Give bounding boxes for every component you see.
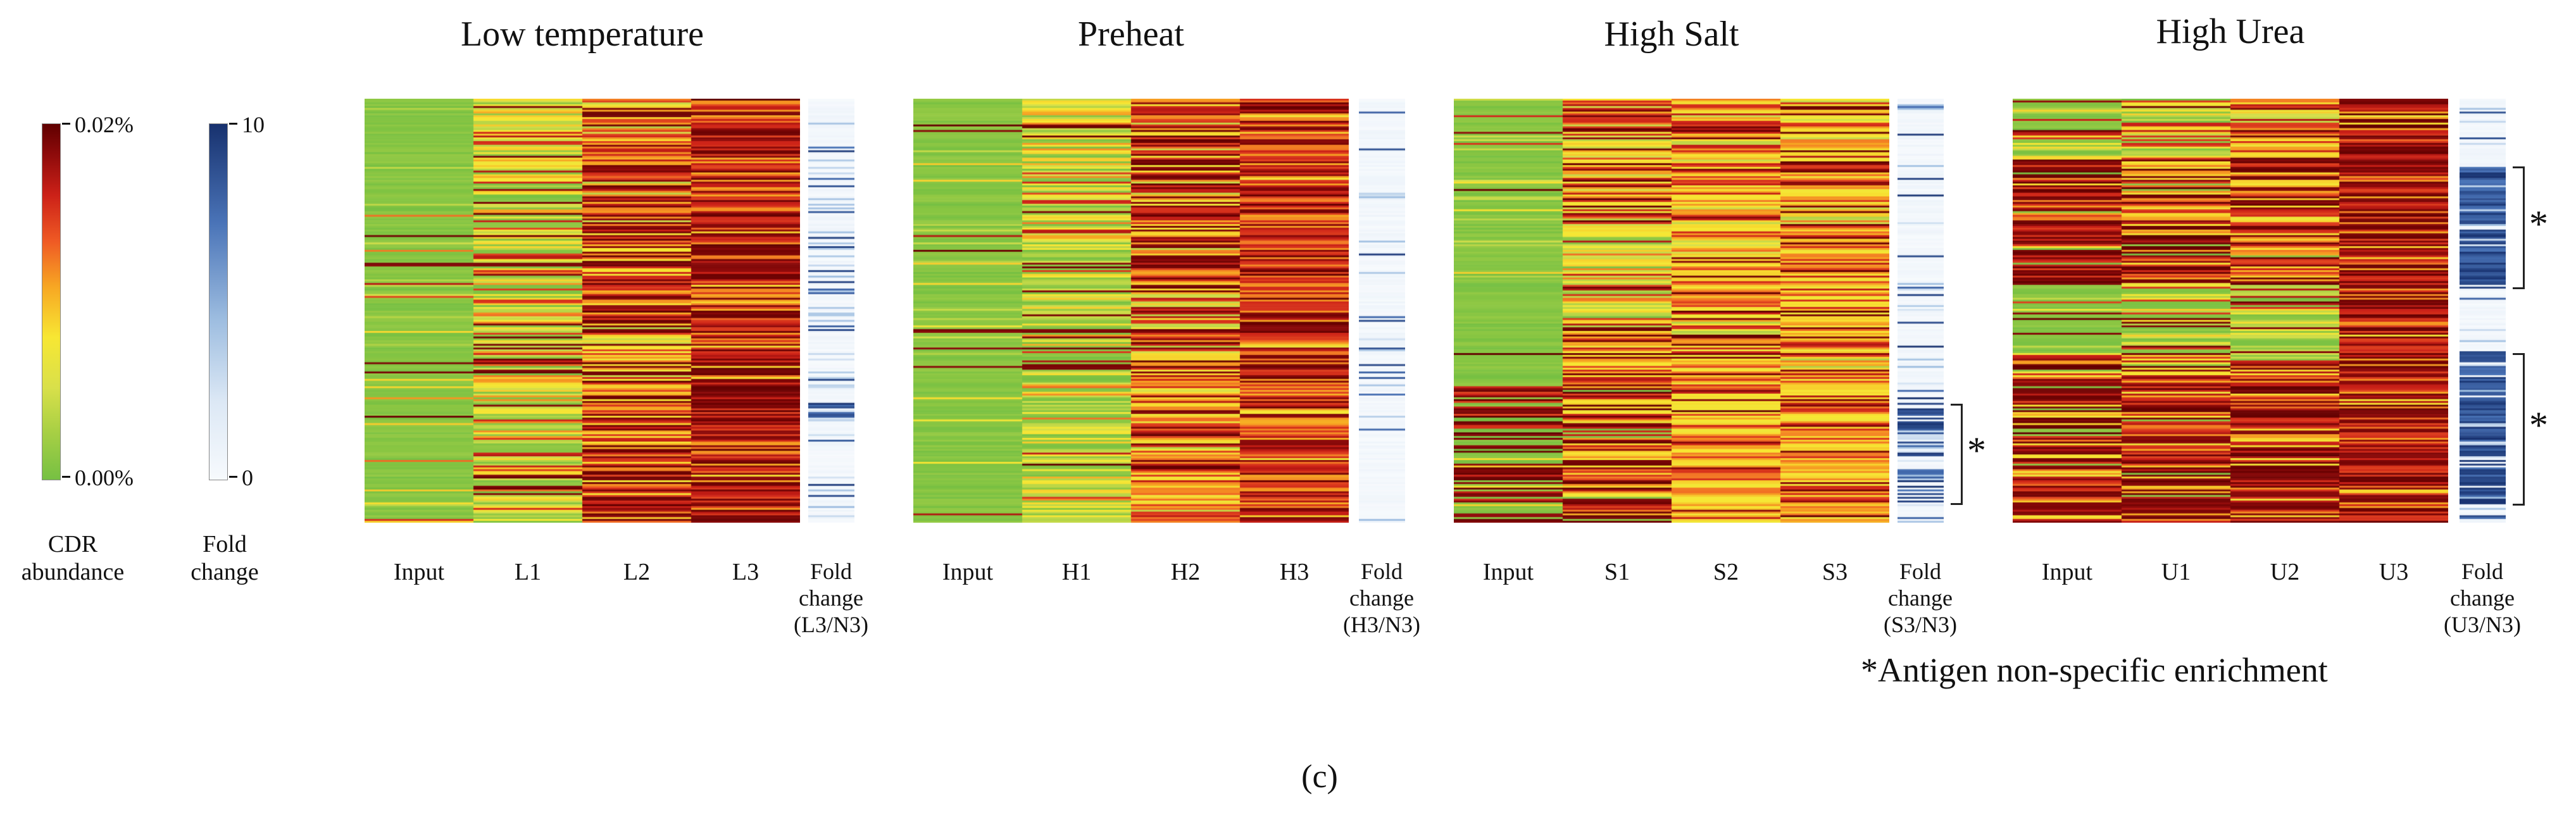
heatmap-low-temperature-body <box>365 99 800 523</box>
column-label-s1: S1 <box>1604 559 1630 585</box>
column-label-input: Input <box>393 559 445 585</box>
fold-change-label-h3n3: Fold change (H3/N3) <box>1343 559 1420 637</box>
column-label-h1: H1 <box>1061 559 1092 585</box>
panel-title-high-urea: High Urea <box>2156 12 2305 51</box>
cdr-max-label: 0.02% <box>75 112 134 137</box>
column-label-l3: L3 <box>732 559 760 585</box>
column-label-input: Input <box>942 559 994 585</box>
column-label-u3: U3 <box>2379 559 2409 585</box>
panel-title-preheat: Preheat <box>1078 15 1184 54</box>
figure-caption-c: (c) <box>1301 759 1338 795</box>
fold-change-label-s3n3: Fold change (S3/N3) <box>1884 559 1957 637</box>
enrichment-bracket-salt <box>1951 404 1963 505</box>
cdr-abundance-colorbar <box>42 123 61 480</box>
cdr-min-label: 0.00% <box>75 465 134 490</box>
heatmap-high-salt-foldstrip <box>1898 99 1944 523</box>
cdr-colorbar-title: CDR abundance <box>21 531 125 585</box>
enrichment-asterisk-urea-2: * <box>2529 404 2548 446</box>
column-label-s2: S2 <box>1713 559 1739 585</box>
cdr-top-tick <box>62 123 70 125</box>
fold-change-colorbar <box>209 123 228 480</box>
enrichment-bracket-urea-2 <box>2513 353 2525 506</box>
panel-title-high-salt: High Salt <box>1604 15 1739 54</box>
heatmap-high-urea-foldstrip <box>2460 99 2506 523</box>
fold-max-label: 10 <box>242 112 265 137</box>
enrichment-asterisk-salt: * <box>1967 430 1986 471</box>
antigen-nonspecific-note: *Antigen non-specific enrichment <box>1861 651 2328 689</box>
column-label-u2: U2 <box>2270 559 2300 585</box>
panel-title-low-temperature: Low temperature <box>460 15 704 54</box>
cdr-bottom-tick <box>62 476 70 478</box>
enrichment-asterisk-urea-1: * <box>2529 203 2548 245</box>
column-label-l2: L2 <box>623 559 651 585</box>
heatmap-preheat-body <box>913 99 1349 523</box>
fold-change-label-l3n3: Fold change (L3/N3) <box>794 559 868 637</box>
column-label-s3: S3 <box>1822 559 1848 585</box>
column-label-u1: U1 <box>2161 559 2191 585</box>
fold-top-tick <box>229 123 237 125</box>
enrichment-bracket-urea-1 <box>2513 166 2525 289</box>
column-label-input: Input <box>1482 559 1534 585</box>
heatmap-high-urea-body <box>2013 99 2448 523</box>
heatmap-preheat-foldstrip <box>1359 99 1405 523</box>
column-label-h3: H3 <box>1279 559 1310 585</box>
heatmap-high-salt-body <box>1454 99 1889 523</box>
heatmap-low-temperature-foldstrip <box>808 99 854 523</box>
column-label-h2: H2 <box>1170 559 1201 585</box>
fold-min-label: 0 <box>242 465 253 490</box>
fold-change-label-u3n3: Fold change (U3/N3) <box>2444 559 2521 637</box>
column-label-l1: L1 <box>514 559 542 585</box>
fold-colorbar-title: Fold change <box>191 531 259 585</box>
column-label-input: Input <box>2041 559 2093 585</box>
fold-bottom-tick <box>229 476 237 478</box>
